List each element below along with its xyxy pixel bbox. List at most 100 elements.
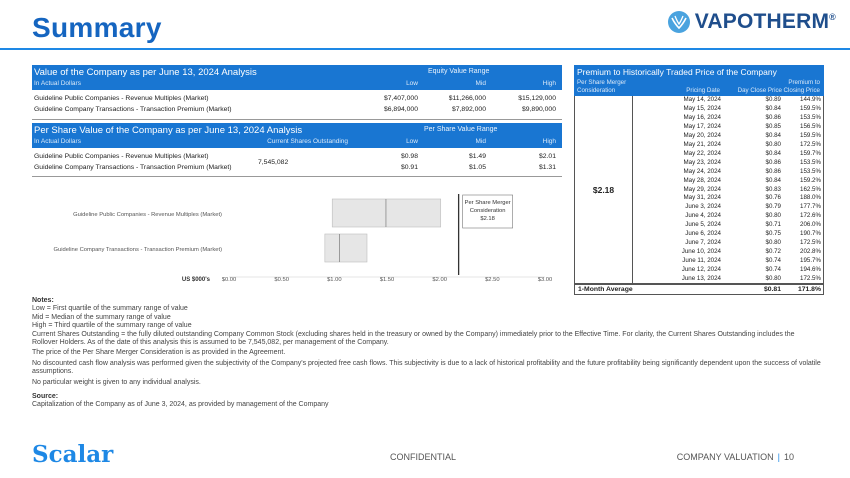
premium-value: 172.5% <box>800 239 821 247</box>
premium-value: 159.2% <box>800 176 821 184</box>
premium-title: Premium to Historically Traded Price of … <box>577 67 777 77</box>
avg-premium: 171.8% <box>797 286 821 293</box>
premium-row: June 7, 2024 $0.80 172.5% <box>633 239 824 247</box>
cell-high: $1.31 <box>538 164 556 171</box>
brand-logo: VAPOTHERM® <box>667 10 836 34</box>
pricing-date: June 10, 2024 <box>681 248 721 256</box>
close-price: $0.86 <box>765 167 781 175</box>
premium-value: 159.7% <box>800 149 821 157</box>
consideration-cell: $2.18 <box>575 96 633 284</box>
pricing-date: May 31, 2024 <box>683 194 722 202</box>
cell-high: $9,890,000 <box>521 106 556 113</box>
annotation-box <box>462 194 513 229</box>
premium-value: 172.5% <box>800 140 821 148</box>
pricing-date: May 29, 2024 <box>683 185 722 193</box>
per-share-subtitle: In Actual Dollars <box>34 138 81 145</box>
notes-section: Notes: Low = First quartile of the summa… <box>32 297 822 410</box>
x-tick-label: $0.00 <box>222 277 237 283</box>
per-share-range-header: Per Share Value Range <box>424 126 498 133</box>
close-price: $0.72 <box>765 248 781 256</box>
pricing-date: May 17, 2024 <box>683 122 722 130</box>
category-label: Guideline Company Transactions - Transac… <box>54 247 223 253</box>
cell-mid: $1.05 <box>468 164 486 171</box>
avg-label: 1-Month Average <box>578 286 633 293</box>
premium-value: 177.7% <box>800 203 821 211</box>
scalar-logo: Scalar <box>32 441 114 468</box>
pricing-date: May 22, 2024 <box>683 149 722 157</box>
pricing-date: June 11, 2024 <box>682 257 721 265</box>
premium-value: 162.5% <box>800 185 821 193</box>
close-price: $0.76 <box>765 194 781 202</box>
note-line: No particular weight is given to any ind… <box>32 378 201 386</box>
close-price: $0.86 <box>765 158 781 166</box>
table-row: Guideline Public Companies - Revenue Mul… <box>32 94 562 105</box>
premium-table-body: $2.18 May 14, 2024 $0.89 144.9% May 15, 202… <box>574 96 824 284</box>
close-price: $0.80 <box>765 140 781 148</box>
note-line: The price of the Per Share Merger Consid… <box>32 349 286 357</box>
source-text: Capitalization of the Company as of June… <box>32 401 329 409</box>
close-price: $0.80 <box>765 275 781 283</box>
pricing-date: May 20, 2024 <box>683 131 722 139</box>
premium-value: 206.0% <box>800 221 821 229</box>
confidential-label: CONFIDENTIAL <box>390 452 457 462</box>
cell-low: $6,894,000 <box>383 106 418 113</box>
note-line: No discounted cash flow analysis was per… <box>32 359 821 376</box>
premium-value: 188.0% <box>800 194 821 202</box>
premium-value: 159.5% <box>800 131 821 139</box>
cell-mid: $11,266,000 <box>448 95 486 102</box>
source-heading: Source: <box>32 393 59 401</box>
cell-mid: $7,892,000 <box>451 106 486 113</box>
note-line: Current Shares Outstanding = the fully d… <box>32 330 795 347</box>
average-row: 1-Month Average $0.81 171.8% <box>574 284 824 295</box>
premium-row: May 20, 2024 $0.84 159.5% <box>633 132 824 140</box>
premium-row: May 17, 2024 $0.85 156.5% <box>633 123 824 131</box>
premium-row: June 5, 2024 $0.71 206.0% <box>633 221 824 229</box>
annotation-text: Per Share Merger <box>465 200 511 206</box>
shares-header: Current Shares Outstanding <box>267 138 348 145</box>
premium-row: June 11, 2024 $0.74 195.7% <box>633 257 824 265</box>
per-share-rows: Guideline Public Companies - Revenue Mul… <box>32 152 562 176</box>
premium-row: May 28, 2024 $0.84 159.2% <box>633 177 824 185</box>
premium-value: 194.6% <box>800 266 821 274</box>
premium-value: 153.5% <box>800 167 821 175</box>
page-title: Summary <box>32 12 162 43</box>
col-consideration-2: Consideration <box>577 87 616 94</box>
close-price: $0.89 <box>765 96 781 103</box>
pricing-date: June 4, 2024 <box>685 212 721 220</box>
pricing-date: May 24, 2024 <box>683 167 722 175</box>
col-high: High <box>542 138 556 145</box>
shares-outstanding-value: 7,545,082 <box>258 159 289 166</box>
pricing-date: June 5, 2024 <box>685 221 721 229</box>
col-mid: Mid <box>475 138 486 145</box>
pricing-date: May 28, 2024 <box>683 176 722 184</box>
premium-row: May 29, 2024 $0.83 162.5% <box>633 186 824 194</box>
x-axis-label: US $000's <box>182 277 211 283</box>
category-label: Guideline Public Companies - Revenue Mul… <box>73 212 222 218</box>
premium-row: June 6, 2024 $0.75 190.7% <box>633 230 824 238</box>
pricing-date: June 3, 2024 <box>685 203 721 211</box>
col-mid: Mid <box>475 80 486 87</box>
col-premium: Premium to <box>788 79 820 86</box>
avg-price: $0.81 <box>763 286 781 293</box>
row-label: Guideline Public Companies - Revenue Mul… <box>34 95 209 102</box>
pricing-date: May 23, 2024 <box>683 158 722 166</box>
close-price: $0.84 <box>765 131 781 139</box>
table-row: Guideline Company Transactions - Transac… <box>32 105 562 116</box>
valuation-panel: Value of the Company as per June 13, 202… <box>32 65 562 177</box>
table-row: Guideline Company Transactions - Transac… <box>32 163 562 174</box>
premium-row: May 14, 2024 $0.89 144.9% <box>633 96 824 104</box>
premium-row: May 16, 2024 $0.86 153.5% <box>633 114 824 122</box>
per-share-range-chart: Guideline Public Companies - Revenue Mul… <box>54 194 552 283</box>
x-tick-label: $1.50 <box>380 277 395 283</box>
premium-row: May 22, 2024 $0.84 159.7% <box>633 150 824 158</box>
cell-low: $0.98 <box>400 153 418 160</box>
close-price: $0.74 <box>765 266 781 274</box>
close-price: $0.86 <box>765 113 781 121</box>
premium-value: 172.6% <box>800 212 821 220</box>
col-low: Low <box>406 138 418 145</box>
close-price: $0.84 <box>765 149 781 157</box>
cell-high: $2.01 <box>538 153 556 160</box>
note-line: High = Third quartile of the summary ran… <box>32 322 192 330</box>
row-label: Guideline Company Transactions - Transac… <box>34 164 232 171</box>
pricing-date: May 15, 2024 <box>683 104 722 112</box>
